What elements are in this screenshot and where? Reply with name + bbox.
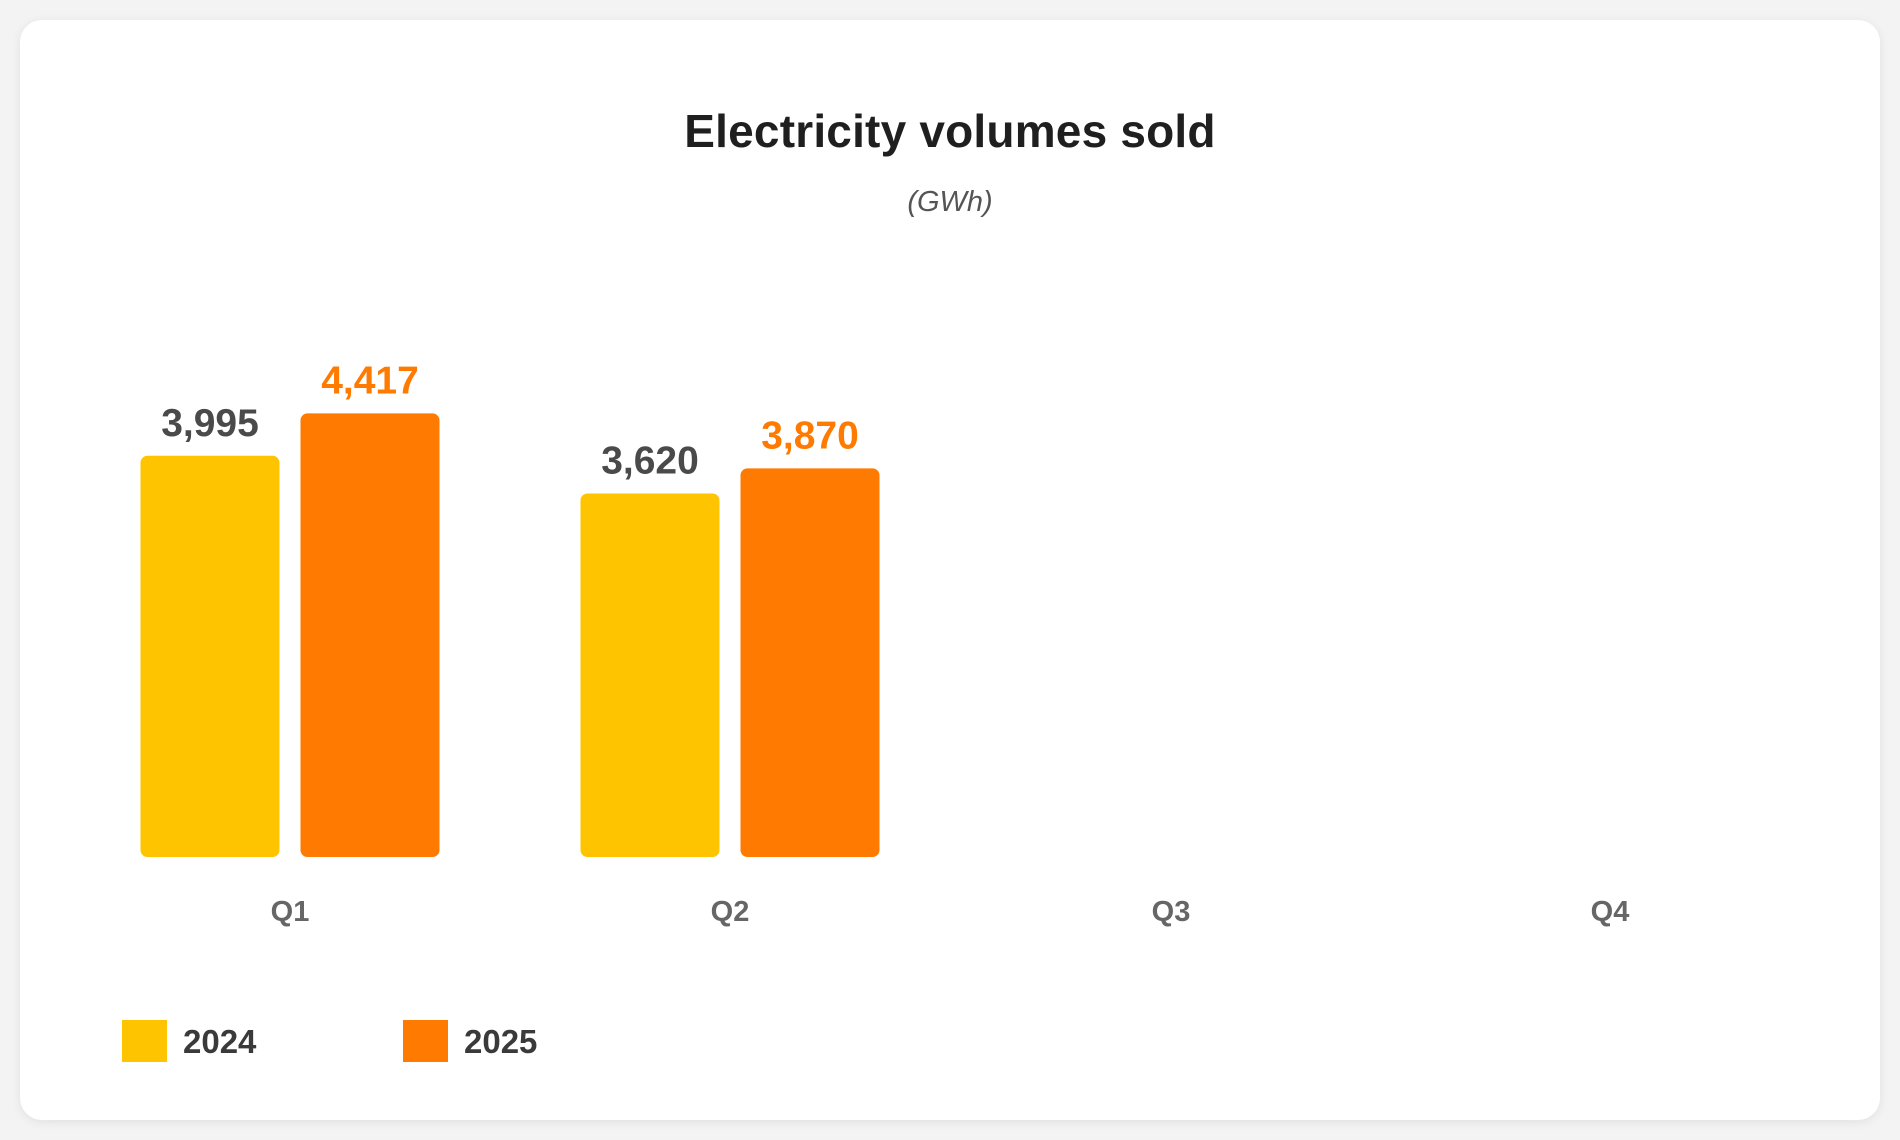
category-label-Q1: Q1 — [271, 896, 310, 928]
legend-swatch-2024 — [122, 1020, 167, 1062]
bar-2024-Q1 — [140, 455, 280, 857]
data-label-2024-Q2: 3,620 — [601, 439, 699, 482]
chart-subtitle: (GWh) — [907, 186, 993, 218]
category-label-Q4: Q4 — [1591, 896, 1630, 928]
data-label-2025-Q2: 3,870 — [761, 414, 859, 457]
legend-label-2024: 2024 — [183, 1023, 257, 1060]
data-label-2025-Q1: 4,417 — [321, 359, 419, 402]
chart-title: Electricity volumes sold — [684, 105, 1216, 157]
category-label-Q2: Q2 — [711, 896, 750, 928]
bar-2025-Q1 — [300, 413, 440, 857]
chart-card: Electricity volumes sold (GWh) 3,995 4,41… — [20, 20, 1880, 1120]
bar-2024-Q2 — [580, 493, 720, 857]
legend-swatch-2025 — [403, 1020, 448, 1062]
data-label-2024-Q1: 3,995 — [161, 402, 259, 445]
bar-2025-Q2 — [740, 468, 880, 857]
category-label-Q3: Q3 — [1152, 896, 1191, 928]
bar-chart: 3,995 4,417 Q1 3,620 3,870 Q2 Q3 Q4 2024 2025 — [122, 359, 1630, 1062]
legend-label-2025: 2025 — [464, 1023, 537, 1060]
